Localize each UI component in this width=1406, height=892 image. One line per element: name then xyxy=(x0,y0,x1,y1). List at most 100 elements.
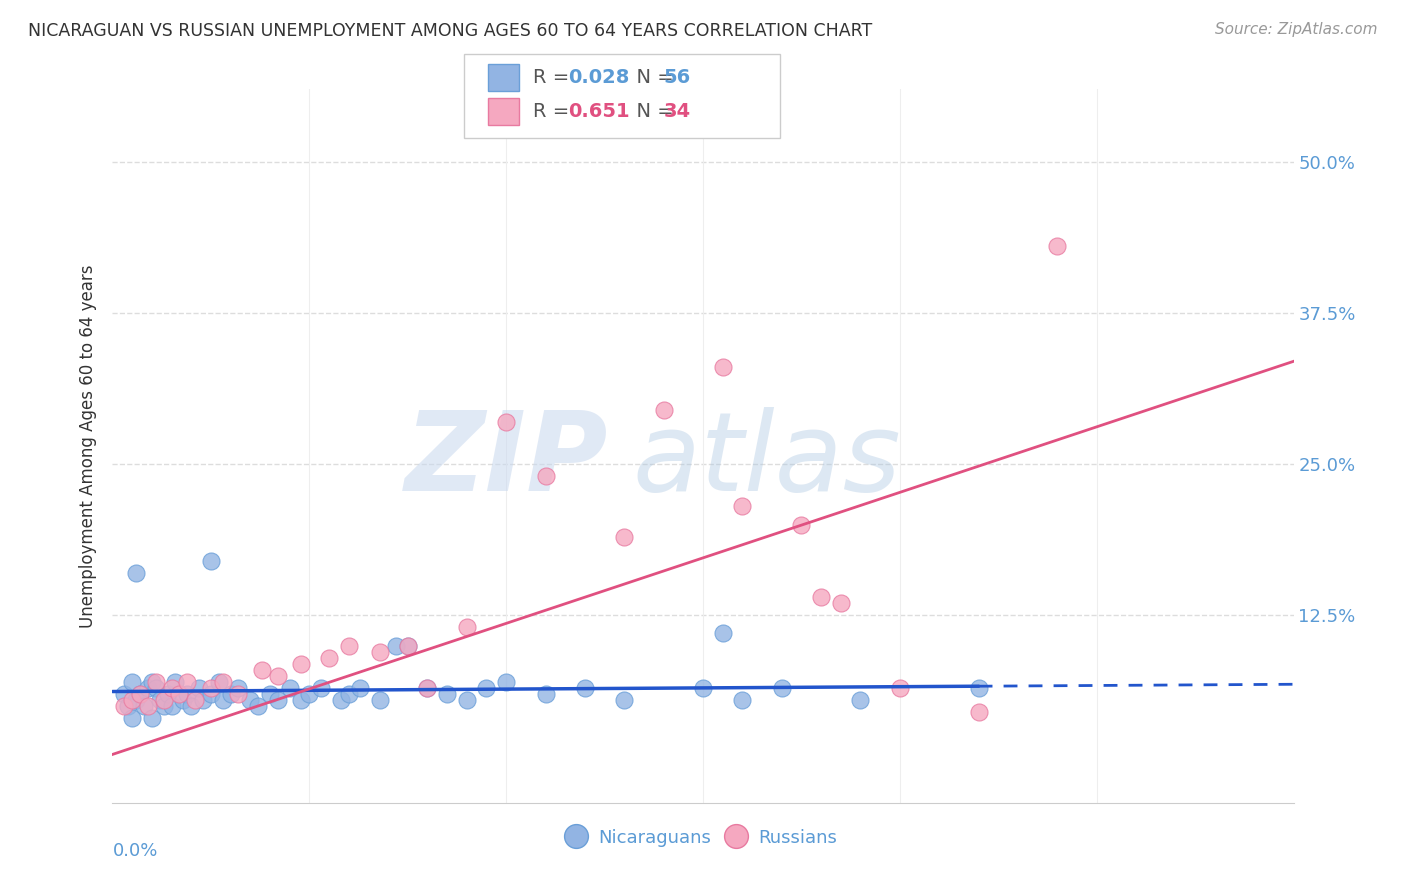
Text: 34: 34 xyxy=(664,102,690,121)
Point xyxy=(112,687,135,701)
Point xyxy=(337,687,360,701)
Point xyxy=(121,693,143,707)
Point xyxy=(534,469,557,483)
Point xyxy=(267,669,290,683)
Text: 0.0%: 0.0% xyxy=(112,842,157,860)
Point xyxy=(267,693,290,707)
Text: Source: ZipAtlas.com: Source: ZipAtlas.com xyxy=(1215,22,1378,37)
Point xyxy=(121,711,143,725)
Text: atlas: atlas xyxy=(633,407,901,514)
Legend: Nicaraguans, Russians: Nicaraguans, Russians xyxy=(562,821,844,855)
Point xyxy=(160,699,183,714)
Point xyxy=(495,415,517,429)
Point xyxy=(416,681,439,695)
Point xyxy=(125,693,148,707)
Text: NICARAGUAN VS RUSSIAN UNEMPLOYMENT AMONG AGES 60 TO 64 YEARS CORRELATION CHART: NICARAGUAN VS RUSSIAN UNEMPLOYMENT AMONG… xyxy=(28,22,872,40)
Text: 0.028: 0.028 xyxy=(568,68,630,87)
Point xyxy=(770,681,793,695)
Point xyxy=(180,699,202,714)
Point xyxy=(160,681,183,695)
Text: N =: N = xyxy=(624,102,681,121)
Point xyxy=(117,699,139,714)
Point xyxy=(156,687,179,701)
Point xyxy=(250,663,273,677)
Point xyxy=(145,681,167,695)
Point xyxy=(967,705,990,719)
Point xyxy=(129,687,152,701)
Point xyxy=(169,687,191,701)
Point xyxy=(184,693,207,707)
Point xyxy=(136,699,159,714)
Point xyxy=(278,681,301,695)
Point xyxy=(385,639,408,653)
Point xyxy=(368,693,391,707)
Point xyxy=(456,620,478,634)
Point xyxy=(1046,239,1069,253)
Point xyxy=(830,596,852,610)
Point xyxy=(731,500,754,514)
Point xyxy=(290,693,312,707)
Point xyxy=(337,639,360,653)
Point xyxy=(692,681,714,695)
Point xyxy=(290,657,312,671)
Point xyxy=(149,693,172,707)
Point xyxy=(318,650,340,665)
Text: 56: 56 xyxy=(664,68,690,87)
Point xyxy=(247,699,270,714)
Point xyxy=(436,687,458,701)
Point xyxy=(129,687,152,701)
Point xyxy=(188,681,211,695)
Point xyxy=(172,693,194,707)
Point xyxy=(456,693,478,707)
Point xyxy=(889,681,911,695)
Text: 0.651: 0.651 xyxy=(568,102,630,121)
Point xyxy=(790,517,813,532)
Text: ZIP: ZIP xyxy=(405,407,609,514)
Point xyxy=(136,681,159,695)
Point xyxy=(219,687,242,701)
Point xyxy=(208,674,231,689)
Point xyxy=(396,639,419,653)
Point xyxy=(141,711,163,725)
Point xyxy=(259,687,281,701)
Point xyxy=(152,693,174,707)
Point xyxy=(495,674,517,689)
Point xyxy=(309,681,332,695)
Text: R =: R = xyxy=(533,102,575,121)
Point xyxy=(534,687,557,701)
Point xyxy=(200,687,222,701)
Point xyxy=(711,360,734,375)
Point xyxy=(211,693,233,707)
Point xyxy=(228,687,250,701)
Point xyxy=(652,402,675,417)
Point xyxy=(349,681,371,695)
Point xyxy=(368,645,391,659)
Point xyxy=(613,530,636,544)
Point xyxy=(475,681,498,695)
Point xyxy=(711,626,734,640)
Point xyxy=(298,687,321,701)
Point xyxy=(165,674,187,689)
Point xyxy=(141,674,163,689)
Point xyxy=(396,639,419,653)
Point xyxy=(191,693,214,707)
Point xyxy=(228,681,250,695)
Point xyxy=(176,687,198,701)
Text: N =: N = xyxy=(624,68,681,87)
Point xyxy=(849,693,872,707)
Point xyxy=(731,693,754,707)
Point xyxy=(239,693,262,707)
Point xyxy=(967,681,990,695)
Point xyxy=(121,674,143,689)
Point xyxy=(176,674,198,689)
Point xyxy=(200,681,222,695)
Y-axis label: Unemployment Among Ages 60 to 64 years: Unemployment Among Ages 60 to 64 years xyxy=(79,264,97,628)
Point xyxy=(200,554,222,568)
Point xyxy=(145,674,167,689)
Point xyxy=(810,590,832,604)
Text: R =: R = xyxy=(533,68,575,87)
Point xyxy=(329,693,352,707)
Point xyxy=(125,566,148,580)
Point xyxy=(112,699,135,714)
Point xyxy=(613,693,636,707)
